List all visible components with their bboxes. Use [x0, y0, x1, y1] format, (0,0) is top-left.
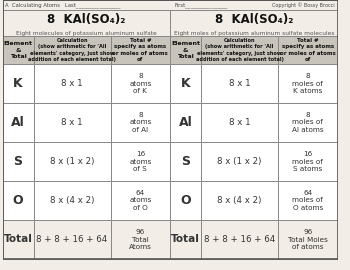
Text: 8  KAl(SO₄)₂: 8 KAl(SO₄)₂ — [215, 12, 293, 25]
Text: K: K — [181, 77, 190, 90]
Bar — [170, 142, 201, 181]
Bar — [170, 36, 201, 64]
Bar — [170, 103, 201, 142]
Text: 64
moles of
O atoms: 64 moles of O atoms — [293, 190, 323, 211]
Bar — [2, 220, 34, 259]
Text: 96
Total
Atoms: 96 Total Atoms — [129, 229, 152, 250]
Text: 8 x 1: 8 x 1 — [229, 118, 250, 127]
Bar — [34, 220, 111, 259]
Bar — [201, 181, 278, 220]
Text: 16
atoms
of S: 16 atoms of S — [129, 151, 152, 172]
Bar — [278, 64, 337, 103]
Text: 8 x 1: 8 x 1 — [229, 79, 250, 88]
Bar — [111, 142, 170, 181]
Text: Al: Al — [179, 116, 192, 129]
Bar — [111, 181, 170, 220]
Bar — [201, 220, 278, 259]
Bar — [278, 220, 337, 259]
Text: 8 x (1 x 2): 8 x (1 x 2) — [217, 157, 262, 166]
Bar — [111, 220, 170, 259]
Text: 8 + 8 + 16 + 64: 8 + 8 + 16 + 64 — [36, 235, 108, 244]
Bar — [34, 142, 111, 181]
Bar — [2, 103, 34, 142]
Text: First________________: First________________ — [175, 2, 228, 8]
Bar — [2, 10, 170, 36]
Bar — [34, 64, 111, 103]
Text: Element
&
Total: Element & Total — [171, 41, 200, 59]
Bar — [34, 181, 111, 220]
Text: O: O — [180, 194, 191, 207]
Bar — [201, 64, 278, 103]
Bar — [201, 36, 278, 64]
Text: 8
moles of
Al atoms: 8 moles of Al atoms — [292, 112, 324, 133]
Bar — [170, 220, 201, 259]
Bar — [201, 103, 278, 142]
Text: 8 x (1 x 2): 8 x (1 x 2) — [50, 157, 94, 166]
Bar — [170, 10, 337, 36]
Bar — [278, 181, 337, 220]
Text: O: O — [13, 194, 23, 207]
Text: 8
moles of
K atoms: 8 moles of K atoms — [293, 73, 323, 94]
Text: Total: Total — [171, 235, 200, 245]
Text: 8  KAl(SO₄)₂: 8 KAl(SO₄)₂ — [47, 12, 126, 25]
Bar — [278, 36, 337, 64]
Bar — [278, 142, 337, 181]
Text: A  Calculating Atoms   Last_________________: A Calculating Atoms Last________________… — [6, 2, 121, 8]
Text: Copyright © Bossy Brocci: Copyright © Bossy Brocci — [272, 2, 335, 8]
Text: 16
moles of
S atoms: 16 moles of S atoms — [293, 151, 323, 172]
Text: 8
atoms
of K: 8 atoms of K — [129, 73, 152, 94]
Bar — [2, 0, 337, 10]
Bar — [34, 103, 111, 142]
Bar — [111, 103, 170, 142]
Text: Element
&
Total: Element & Total — [4, 41, 33, 59]
Bar — [111, 64, 170, 103]
Text: 8
atoms
of Al: 8 atoms of Al — [129, 112, 152, 133]
Text: 8 x 1: 8 x 1 — [61, 118, 83, 127]
Bar — [34, 36, 111, 64]
Text: Calculation
(show arithmetic for 'All
elements' category, just show
addition of : Calculation (show arithmetic for 'All el… — [196, 38, 284, 62]
Bar — [111, 36, 170, 64]
Text: Eight molecules of potassium aluminum sulfate: Eight molecules of potassium aluminum su… — [16, 31, 157, 35]
Text: Eight moles of potassium aluminum sulfate molecules: Eight moles of potassium aluminum sulfat… — [174, 31, 334, 35]
Text: 8 x (4 x 2): 8 x (4 x 2) — [217, 196, 262, 205]
Text: 8 x 1: 8 x 1 — [61, 79, 83, 88]
Bar — [170, 181, 201, 220]
Bar — [2, 181, 34, 220]
Text: Total #
specify as atoms
or moles of atoms
of: Total # specify as atoms or moles of ato… — [280, 38, 336, 62]
Bar — [201, 142, 278, 181]
Text: 96
Total Moles
of atoms: 96 Total Moles of atoms — [288, 229, 328, 250]
Bar — [2, 36, 34, 64]
Text: Total: Total — [4, 235, 33, 245]
Text: Total #
specify as atoms
or moles of atoms
of: Total # specify as atoms or moles of ato… — [112, 38, 168, 62]
Text: K: K — [13, 77, 23, 90]
Bar — [2, 142, 34, 181]
Text: Calculation
(show arithmetic for 'All
elements' category, just show
addition of : Calculation (show arithmetic for 'All el… — [28, 38, 116, 62]
Bar — [2, 64, 34, 103]
Text: 64
atoms
of O: 64 atoms of O — [129, 190, 152, 211]
Text: 8 x (4 x 2): 8 x (4 x 2) — [50, 196, 94, 205]
Text: S: S — [14, 155, 22, 168]
Text: Al: Al — [11, 116, 25, 129]
Text: 8 + 8 + 16 + 64: 8 + 8 + 16 + 64 — [204, 235, 275, 244]
Bar — [170, 64, 201, 103]
Text: S: S — [181, 155, 190, 168]
Bar — [278, 103, 337, 142]
